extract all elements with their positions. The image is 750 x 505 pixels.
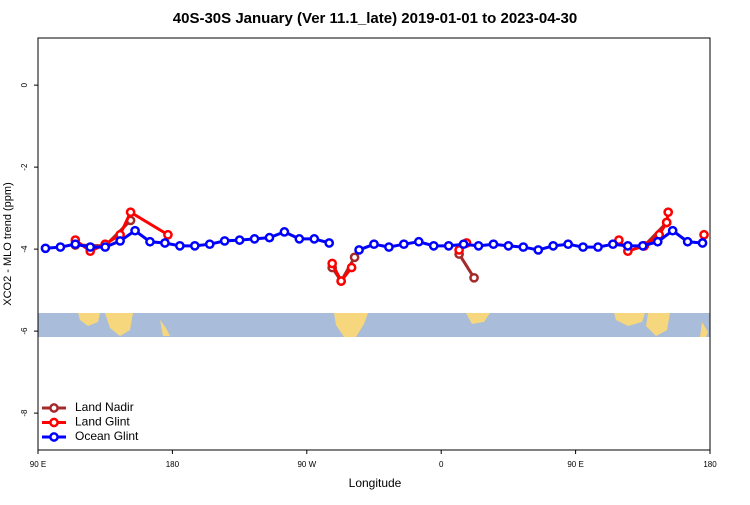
series-point: [354, 245, 364, 255]
series-point: [578, 242, 588, 252]
series-point: [55, 242, 66, 252]
series-point: [115, 236, 125, 246]
series-point: [125, 207, 136, 218]
y-tick-label: -6: [20, 327, 29, 335]
series-point: [667, 225, 678, 236]
series-point: [428, 240, 439, 251]
legend-label: Ocean Glint: [75, 429, 139, 443]
series-point: [623, 240, 633, 251]
series-point: [70, 239, 81, 250]
series-point: [160, 238, 170, 248]
series-point: [249, 234, 260, 244]
series-point: [145, 236, 155, 247]
series-point: [234, 235, 245, 245]
series-point: [443, 240, 454, 251]
series-point: [518, 242, 529, 252]
series-point: [163, 229, 173, 240]
series-point: [469, 272, 479, 283]
series-point: [699, 229, 709, 240]
y-axis-label: XCO2 - MLO trend (ppm): [2, 182, 14, 305]
x-tick-label: 180: [703, 460, 717, 469]
legend-label: Land Nadir: [75, 400, 134, 414]
legend-marker: [49, 432, 59, 442]
y-tick-label: 0: [20, 82, 29, 87]
x-tick-label: 90 E: [30, 460, 46, 469]
series-point: [349, 252, 360, 263]
y-tick-label: -2: [20, 163, 29, 171]
series-point: [637, 240, 648, 251]
series-point: [189, 240, 200, 251]
series-point: [264, 232, 275, 243]
legend-marker: [49, 417, 59, 428]
series-point: [548, 240, 559, 251]
series-point: [533, 245, 544, 255]
series-point: [204, 239, 215, 250]
series-point: [369, 239, 379, 250]
series-point: [324, 238, 335, 248]
legend-label: Land Glint: [75, 415, 130, 429]
legend-marker: [49, 403, 59, 413]
series-point: [294, 234, 305, 244]
series-point: [503, 240, 514, 251]
x-tick-label: 180: [166, 460, 180, 469]
series-point: [85, 242, 96, 252]
series-point: [488, 239, 499, 250]
series-point: [399, 239, 409, 250]
series-point: [682, 236, 693, 247]
series-point: [175, 240, 185, 251]
series-point: [130, 225, 140, 236]
map-strip: [38, 313, 710, 337]
y-tick-label: -8: [20, 409, 29, 417]
series-point: [608, 239, 618, 250]
series-point: [327, 258, 338, 269]
x-axis-label: Longitude: [349, 476, 402, 490]
series-point: [384, 242, 394, 252]
x-tick-label: 0: [439, 460, 444, 469]
series-point: [413, 236, 424, 247]
series-point: [663, 207, 674, 218]
chart-title: 40S-30S January (Ver 11.1_late) 2019-01-…: [173, 10, 577, 27]
series-point: [309, 234, 320, 244]
x-tick-label: 90 E: [567, 460, 583, 469]
series-point: [279, 227, 290, 237]
plot-frame: [37, 37, 711, 451]
x-tick-label: 90 W: [297, 460, 316, 469]
y-tick-label: -4: [20, 245, 29, 253]
series-point: [652, 236, 663, 247]
series-point: [346, 262, 357, 273]
series-point: [563, 239, 573, 250]
series-point: [661, 217, 672, 228]
series-point: [336, 276, 346, 286]
series-point: [697, 238, 708, 248]
series-point: [458, 239, 469, 250]
series-point: [40, 243, 51, 254]
series-point: [219, 236, 230, 246]
series-point: [473, 240, 484, 251]
series-point: [100, 242, 111, 252]
series-point: [593, 242, 603, 252]
